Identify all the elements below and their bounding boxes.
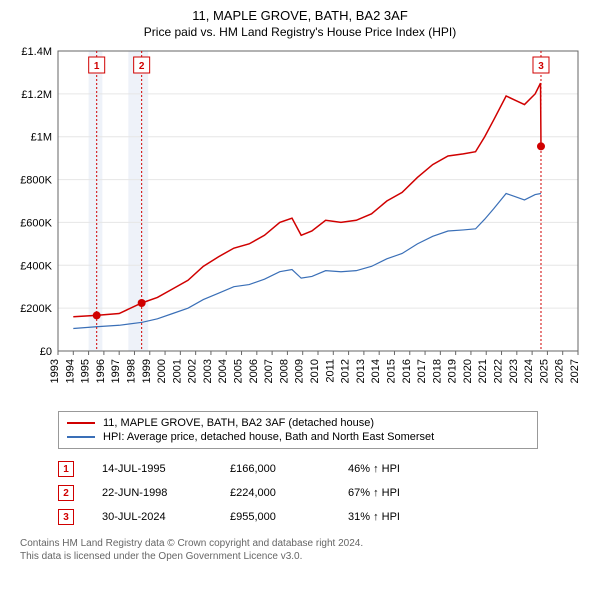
svg-text:2025: 2025 xyxy=(538,359,550,383)
event-marker-icon: 1 xyxy=(58,461,74,477)
svg-text:2006: 2006 xyxy=(248,359,260,383)
svg-text:2021: 2021 xyxy=(477,359,489,383)
svg-text:£1.2M: £1.2M xyxy=(21,89,52,101)
footer-line: This data is licensed under the Open Gov… xyxy=(20,550,590,563)
svg-text:2009: 2009 xyxy=(294,359,306,383)
svg-text:1994: 1994 xyxy=(64,359,76,383)
event-row: 3 30-JUL-2024 £955,000 31% ↑ HPI xyxy=(58,505,538,529)
legend-item: HPI: Average price, detached house, Bath… xyxy=(67,430,529,444)
svg-text:2018: 2018 xyxy=(431,359,443,383)
legend-swatch xyxy=(67,422,95,424)
svg-text:2: 2 xyxy=(139,61,145,72)
svg-text:1999: 1999 xyxy=(141,359,153,383)
svg-text:2016: 2016 xyxy=(401,359,413,383)
chart-container: 11, MAPLE GROVE, BATH, BA2 3AF Price pai… xyxy=(0,0,600,590)
chart-plot-area: £0£200K£400K£600K£800K£1M£1.2M£1.4M19931… xyxy=(10,45,590,405)
svg-text:1996: 1996 xyxy=(95,359,107,383)
svg-text:2026: 2026 xyxy=(554,359,566,383)
svg-text:£1M: £1M xyxy=(31,132,52,144)
legend-label: HPI: Average price, detached house, Bath… xyxy=(103,431,434,443)
svg-text:2008: 2008 xyxy=(278,359,290,383)
chart-svg: £0£200K£400K£600K£800K£1M£1.2M£1.4M19931… xyxy=(10,45,590,405)
svg-text:2014: 2014 xyxy=(370,359,382,383)
svg-text:2013: 2013 xyxy=(355,359,367,383)
legend-item: 11, MAPLE GROVE, BATH, BA2 3AF (detached… xyxy=(67,416,529,430)
svg-text:2017: 2017 xyxy=(416,359,428,383)
svg-text:2023: 2023 xyxy=(508,359,520,383)
svg-text:2003: 2003 xyxy=(202,359,214,383)
chart-title: 11, MAPLE GROVE, BATH, BA2 3AF xyxy=(10,8,590,23)
svg-text:2024: 2024 xyxy=(523,359,535,383)
svg-text:2015: 2015 xyxy=(385,359,397,383)
event-delta: 67% ↑ HPI xyxy=(348,487,458,499)
footer: Contains HM Land Registry data © Crown c… xyxy=(20,537,590,563)
svg-text:2000: 2000 xyxy=(156,359,168,383)
svg-text:2012: 2012 xyxy=(340,359,352,383)
event-delta: 31% ↑ HPI xyxy=(348,511,458,523)
event-date: 30-JUL-2024 xyxy=(102,511,202,523)
event-row: 2 22-JUN-1998 £224,000 67% ↑ HPI xyxy=(58,481,538,505)
svg-text:1997: 1997 xyxy=(110,359,122,383)
svg-text:2010: 2010 xyxy=(309,359,321,383)
event-price: £166,000 xyxy=(230,463,320,475)
event-price: £224,000 xyxy=(230,487,320,499)
event-marker-icon: 3 xyxy=(58,509,74,525)
svg-text:2002: 2002 xyxy=(187,359,199,383)
chart-subtitle: Price paid vs. HM Land Registry's House … xyxy=(10,25,590,39)
svg-text:£800K: £800K xyxy=(20,175,52,187)
svg-text:2001: 2001 xyxy=(171,359,183,383)
svg-text:2019: 2019 xyxy=(447,359,459,383)
svg-text:1995: 1995 xyxy=(80,359,92,383)
svg-text:1998: 1998 xyxy=(125,359,137,383)
svg-text:2007: 2007 xyxy=(263,359,275,383)
svg-text:3: 3 xyxy=(538,61,544,72)
event-marker-icon: 2 xyxy=(58,485,74,501)
svg-text:2020: 2020 xyxy=(462,359,474,383)
svg-text:£600K: £600K xyxy=(20,217,52,229)
events-table: 1 14-JUL-1995 £166,000 46% ↑ HPI 2 22-JU… xyxy=(58,457,538,529)
legend: 11, MAPLE GROVE, BATH, BA2 3AF (detached… xyxy=(58,411,538,449)
svg-text:2027: 2027 xyxy=(569,359,581,383)
event-row: 1 14-JUL-1995 £166,000 46% ↑ HPI xyxy=(58,457,538,481)
svg-text:£1.4M: £1.4M xyxy=(21,46,52,58)
legend-label: 11, MAPLE GROVE, BATH, BA2 3AF (detached… xyxy=(103,417,374,429)
legend-swatch xyxy=(67,436,95,438)
event-date: 22-JUN-1998 xyxy=(102,487,202,499)
svg-text:1993: 1993 xyxy=(49,359,61,383)
svg-text:2022: 2022 xyxy=(493,359,505,383)
event-date: 14-JUL-1995 xyxy=(102,463,202,475)
svg-text:1: 1 xyxy=(94,61,100,72)
footer-line: Contains HM Land Registry data © Crown c… xyxy=(20,537,590,550)
svg-text:£0: £0 xyxy=(40,346,52,358)
svg-text:£400K: £400K xyxy=(20,260,52,272)
event-price: £955,000 xyxy=(230,511,320,523)
svg-text:2004: 2004 xyxy=(217,359,229,383)
svg-text:2005: 2005 xyxy=(233,359,245,383)
svg-text:2011: 2011 xyxy=(324,359,336,383)
event-delta: 46% ↑ HPI xyxy=(348,463,458,475)
svg-text:£200K: £200K xyxy=(20,303,52,315)
